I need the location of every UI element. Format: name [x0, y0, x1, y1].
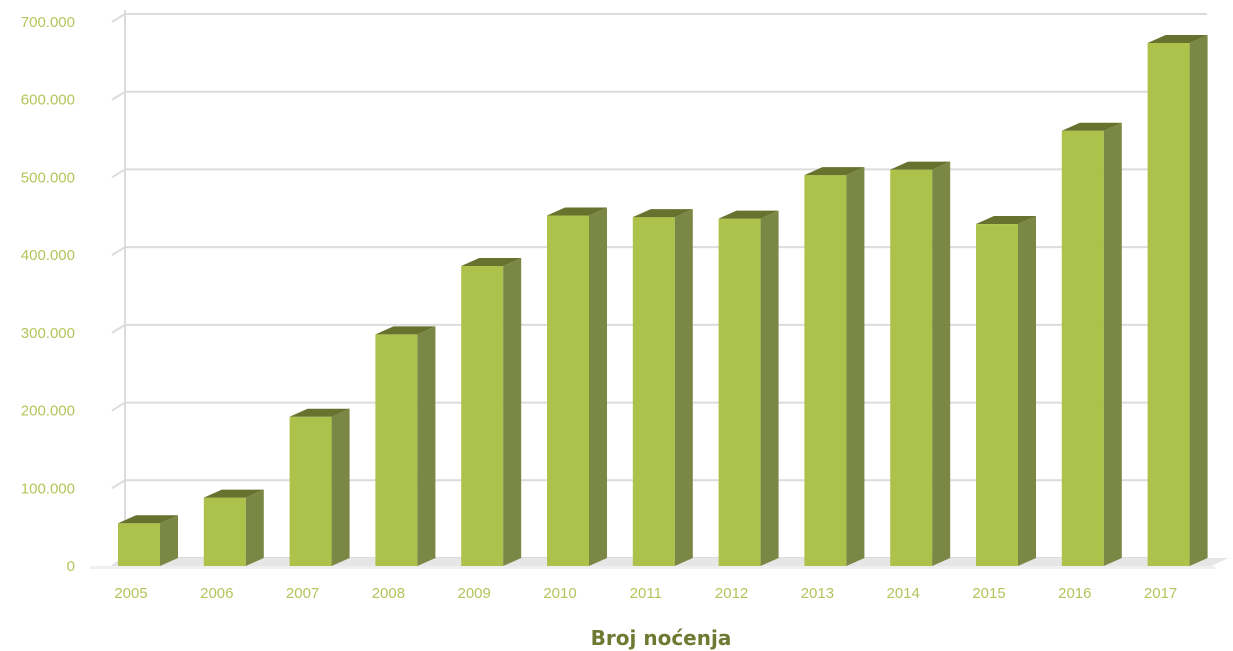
bar-side — [1018, 216, 1036, 567]
bar-front — [547, 215, 589, 566]
y-tick-label: 100.000 — [21, 480, 75, 497]
bar-top — [1061, 122, 1122, 131]
bar — [375, 326, 436, 566]
x-tick-label: 2015 — [972, 585, 1005, 602]
x-tick-label: 2017 — [1144, 585, 1177, 602]
gridline-side — [111, 13, 126, 23]
bar-top — [1147, 34, 1208, 43]
y-tick-label: 500.000 — [21, 169, 75, 186]
bar-side — [760, 210, 779, 567]
bar-side — [417, 326, 436, 566]
bar — [203, 489, 264, 566]
bar-front — [1147, 42, 1190, 567]
bar — [890, 161, 951, 566]
x-tick-label: 2008 — [372, 585, 405, 602]
bar-front — [203, 497, 246, 566]
x-tick-label: 2007 — [286, 585, 319, 602]
y-tick-label: 700.000 — [21, 14, 75, 31]
gridline-side — [111, 479, 126, 490]
x-tick-label: 2016 — [1058, 585, 1091, 602]
x-tick-label: 2009 — [458, 585, 491, 602]
bar-side — [589, 207, 607, 566]
y-tick-label: 0 — [67, 558, 75, 575]
bar-side — [932, 161, 951, 566]
bar-front — [890, 169, 933, 566]
gridline-side — [111, 90, 126, 101]
bar — [804, 167, 865, 566]
y-tick-label: 300.000 — [21, 325, 75, 342]
bar-top — [289, 408, 350, 417]
x-tick-label: 2011 — [630, 585, 662, 602]
y-tick-label: 400.000 — [21, 247, 75, 264]
chart-title: Broj noćenja — [591, 626, 732, 650]
bar-top — [718, 210, 779, 219]
bar — [632, 209, 693, 566]
bar-front — [289, 416, 332, 566]
y-tick-label: 600.000 — [21, 92, 75, 109]
bar-front — [804, 175, 847, 566]
x-tick-label: 2014 — [887, 585, 920, 602]
y-axis-labels: 0 100.000 200.000 300.000 400.000 500.000 600.… — [21, 14, 75, 575]
bar-front — [375, 334, 418, 566]
bar-top — [976, 216, 1036, 225]
floor-edge — [90, 566, 1215, 569]
bar — [1147, 34, 1208, 567]
bar-top — [461, 258, 522, 267]
bar — [118, 515, 178, 566]
bar-front — [632, 217, 675, 566]
bar — [547, 207, 607, 566]
x-tick-label: 2012 — [715, 585, 748, 602]
bar-front — [118, 523, 160, 566]
bar-top — [375, 326, 436, 335]
bar-front — [976, 224, 1018, 567]
x-tick-label: 2010 — [543, 585, 576, 602]
bar-front — [1061, 130, 1104, 567]
x-tick-label: 2013 — [801, 585, 834, 602]
bar-top — [890, 161, 951, 170]
bar-front — [461, 266, 504, 566]
bar-side — [503, 258, 522, 566]
bar — [1061, 122, 1122, 567]
bar-side — [674, 209, 693, 566]
bar-top — [632, 209, 693, 218]
bar-side — [846, 167, 865, 566]
bar — [289, 408, 350, 566]
bar-side — [1103, 122, 1122, 567]
gridline-side — [111, 246, 126, 256]
bar-top — [118, 515, 178, 524]
bar-top — [203, 489, 264, 498]
bar-side — [331, 408, 350, 566]
bar-side — [245, 489, 264, 566]
x-axis-labels: 2005 2006 2007 2008 2009 2010 2011 2012 2013 2014… — [114, 585, 1177, 602]
gridline-side — [111, 401, 126, 412]
bar — [718, 210, 779, 567]
gridline-side — [111, 324, 126, 334]
bar-side — [160, 515, 178, 566]
bars-layer — [118, 34, 1208, 567]
bar-front — [718, 218, 761, 567]
bar — [976, 216, 1036, 567]
gridline-side — [111, 168, 126, 179]
x-tick-label: 2005 — [114, 585, 147, 602]
bar — [461, 258, 522, 566]
bar-side — [1189, 34, 1208, 567]
bar-top — [547, 207, 607, 216]
bar-top — [804, 167, 865, 176]
x-tick-label: 2006 — [200, 585, 233, 602]
y-tick-label: 200.000 — [21, 403, 75, 420]
